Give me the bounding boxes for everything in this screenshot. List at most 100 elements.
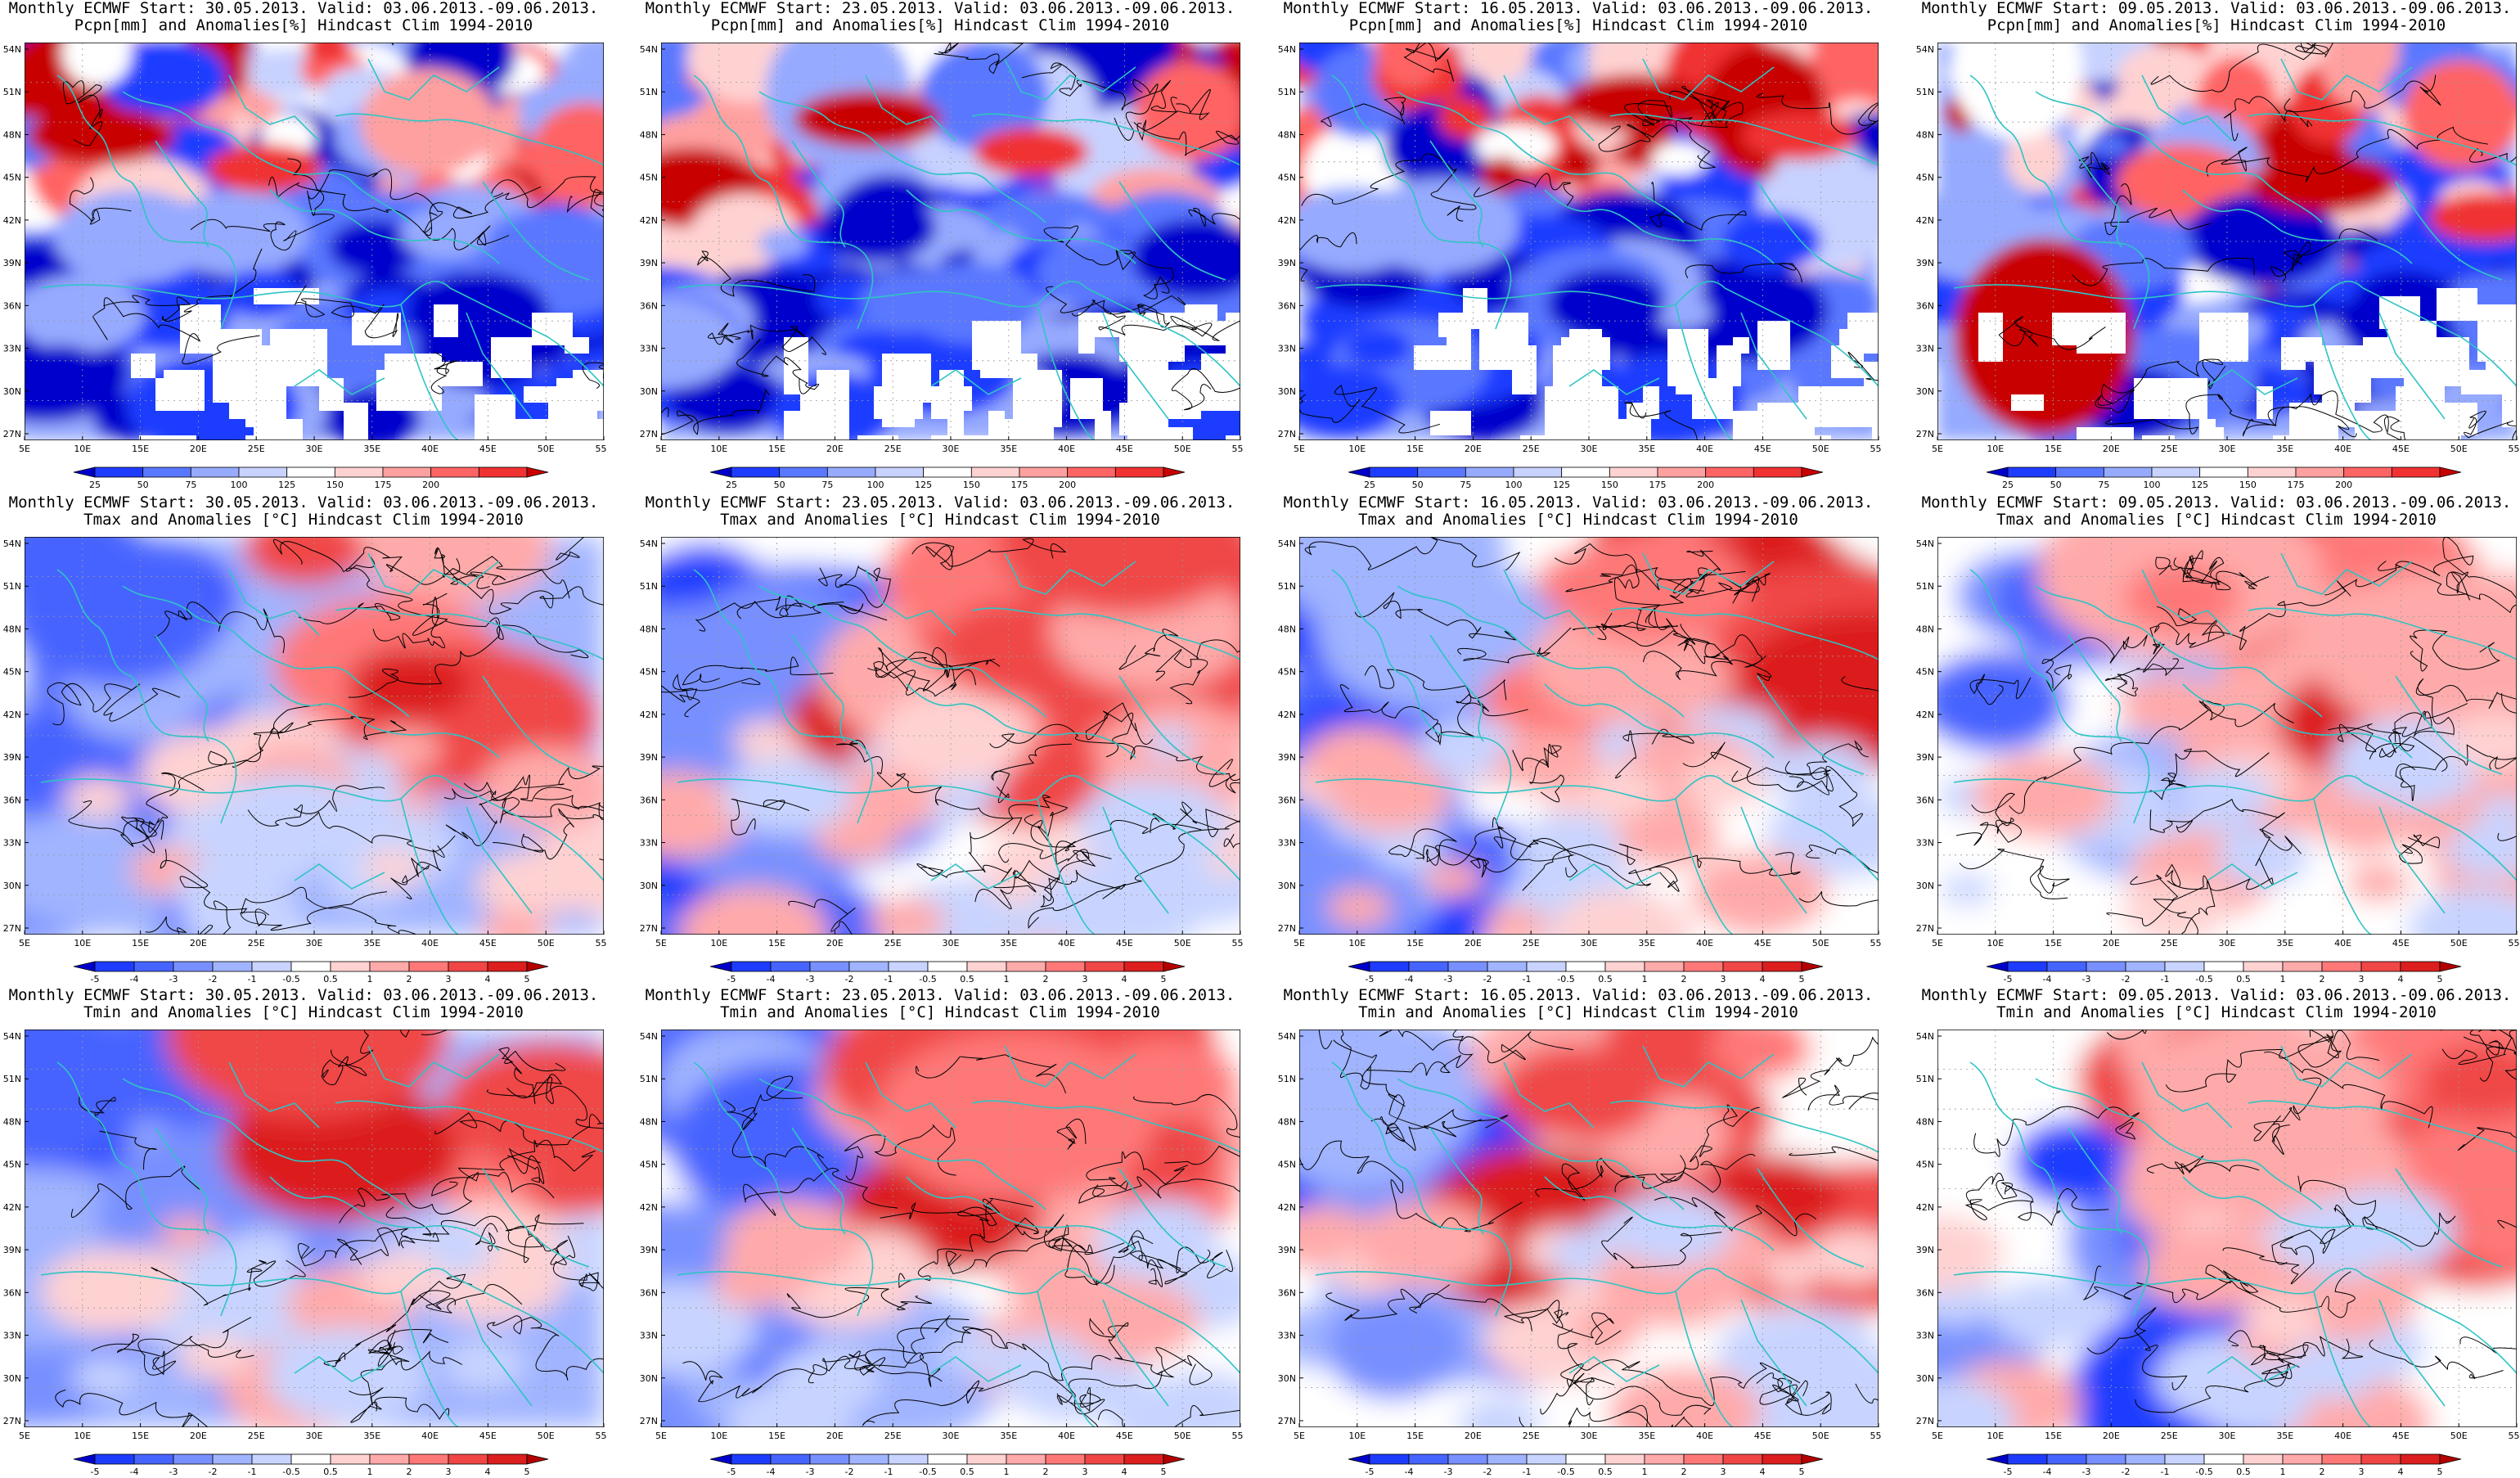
colorbar-tick-label: 0.5 [2236, 1467, 2251, 1477]
colorbar-tick-label: 1 [367, 1467, 373, 1477]
colorbar-segment [2125, 1453, 2166, 1465]
colorbar-tick-label: 4 [1122, 974, 1127, 985]
colorbar-tick-label: 4 [2398, 974, 2404, 985]
lon-tick-label: 15E [2045, 938, 2062, 949]
panel-title: Monthly ECMWF Start: 16.05.2013. Valid: … [1283, 0, 1874, 17]
colorbar-tick-label: 0.5 [323, 974, 338, 985]
colorbar-segment [1644, 1453, 1685, 1465]
lat-tick-label: 54N [1916, 44, 1934, 55]
lon-tick-label: 35E [2276, 1431, 2293, 1441]
colorbar-segment [1801, 961, 1824, 972]
colorbar-tick-label: -2 [209, 974, 218, 985]
colorbar-segment [212, 1453, 253, 1465]
colorbar-segment [927, 961, 968, 972]
map-panel-precipitation-2: Monthly ECMWF Start: 23.05.2013. Valid: … [637, 0, 1244, 491]
colorbar-segment [1513, 466, 1563, 478]
lon-tick-label: 45E [1116, 938, 1133, 949]
lat-tick-label: 30N [640, 881, 658, 891]
map-panel-tmin-1: Monthly ECMWF Start: 30.05.2013. Valid: … [0, 987, 607, 1478]
lat-tick-label: 33N [1916, 1331, 1934, 1341]
anomaly-field [1937, 1030, 2517, 1427]
lat-tick-label: 48N [1278, 624, 1296, 634]
colorbar-segment [94, 1453, 135, 1465]
colorbar-tick-label: 25 [1364, 480, 1375, 490]
map-canvas: 54N 51N 48N 45N 42N 39N 36N 33N 30N 27N 5E 10E 15E 20… [1278, 43, 1882, 490]
lon-tick-label: 55E [2509, 938, 2520, 949]
lat-tick-label: 42N [1278, 1202, 1296, 1213]
colorbar: 25 50 75 100 125 150 175 200 [1348, 466, 1824, 490]
panel-title: Monthly ECMWF Start: 23.05.2013. Valid: … [645, 986, 1235, 1004]
colorbar-segment [173, 961, 214, 972]
lon-tick-label: 50E [1174, 938, 1191, 949]
colorbar-tick-label: -0.5 [919, 974, 936, 985]
lat-tick-label: 39N [1916, 1245, 1934, 1255]
colorbar-segment [290, 1453, 331, 1465]
colorbar-tick-label: 2 [2320, 974, 2325, 985]
colorbar-segment [2321, 961, 2362, 972]
lon-tick-label: 55E [1232, 444, 1244, 454]
lat-tick-label: 45N [3, 173, 21, 183]
colorbar-segment [2400, 961, 2441, 972]
lat-tick-label: 54N [3, 1031, 21, 1042]
panel-title: Monthly ECMWF Start: 09.05.2013. Valid: … [1921, 493, 2512, 511]
colorbar-segment [1408, 961, 1449, 972]
lat-tick-label: 36N [640, 1287, 658, 1298]
colorbar-segment [1604, 961, 1645, 972]
colorbar-segment [709, 466, 732, 478]
colorbar-segment [487, 1453, 528, 1465]
lat-tick-label: 36N [1278, 795, 1296, 805]
colorbar-segment [286, 466, 335, 478]
lat-tick-label: 33N [3, 838, 21, 849]
colorbar-tick-label: 175 [1649, 480, 1667, 490]
lon-tick-label: 40E [1696, 938, 1713, 949]
colorbar-tick-label: 200 [2335, 480, 2352, 490]
lon-tick-label: 40E [1058, 1431, 1075, 1441]
panel-title: Monthly ECMWF Start: 16.05.2013. Valid: … [1283, 493, 1874, 511]
lat-tick-label: 39N [1278, 258, 1296, 268]
colorbar-tick-label: -4 [1405, 974, 1414, 985]
coastlines [1953, 58, 2517, 440]
graticule [25, 43, 604, 440]
lat-tick-label: 30N [1916, 386, 1934, 397]
colorbar-segment [2282, 1453, 2323, 1465]
colorbar-tick-label: 150 [2239, 480, 2257, 490]
colorbar-tick-label: -5 [1366, 974, 1375, 985]
lat-tick-label: 30N [3, 1373, 21, 1384]
colorbar-segment [1348, 961, 1370, 972]
lon-tick-label: 50E [1812, 444, 1829, 454]
colorbar-tick-label: 2 [1681, 1467, 1687, 1477]
colorbar-segment [1465, 466, 1514, 478]
lat-tick-label: 36N [1278, 300, 1296, 311]
colorbar-tick-label: 100 [2144, 480, 2161, 490]
colorbar-tick-label: 2 [2320, 1467, 2325, 1477]
lon-tick-label: 20E [1465, 444, 1482, 454]
lon-tick-label: 45E [1754, 1431, 1771, 1441]
lon-tick-label: 55E [596, 1431, 607, 1441]
lat-tick-label: 30N [1278, 386, 1296, 397]
colorbar-segment [731, 961, 772, 972]
lon-tick-label: 45E [479, 1431, 497, 1441]
colorbar-segment [251, 961, 292, 972]
colorbar-segment [709, 1453, 732, 1465]
colorbar: -5 -4 -3 -2 -1 -0.5 0.5 1 2 3 4 5 [709, 961, 1186, 985]
lat-tick-label: 33N [1278, 1331, 1296, 1341]
contour-lines [47, 537, 604, 935]
map-area [1937, 1030, 2517, 1427]
colorbar-tick-label: 4 [1760, 1467, 1766, 1477]
lat-tick-label: 33N [1278, 838, 1296, 849]
anomaly-field [661, 537, 1240, 935]
colorbar-segment [2282, 961, 2323, 972]
colorbar-tick-label: 150 [1601, 480, 1618, 490]
map-panel-tmin-3: Monthly ECMWF Start: 16.05.2013. Valid: … [1275, 987, 1882, 1478]
colorbar-tick-label: 2 [1043, 1467, 1049, 1477]
lon-tick-label: 45E [479, 444, 497, 454]
colorbar-segment [190, 466, 240, 478]
colorbar-tick-label: -5 [727, 974, 736, 985]
colorbar-tick-label: 200 [422, 480, 439, 490]
lat-tick-label: 36N [640, 300, 658, 311]
colorbar-tick-label: -5 [727, 1467, 736, 1477]
colorbar-segment [1123, 1453, 1164, 1465]
lat-tick-label: 48N [1278, 129, 1296, 140]
map-panel-precipitation-1: Monthly ECMWF Start: 30.05.2013. Valid: … [0, 0, 607, 491]
colorbar-segment [2151, 466, 2201, 478]
